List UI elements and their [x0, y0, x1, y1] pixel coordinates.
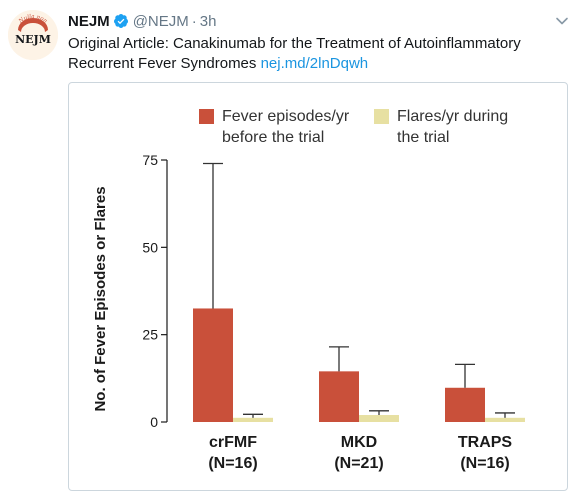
legend-swatch — [374, 109, 389, 124]
legend-label: Flares/yr during — [397, 108, 508, 125]
media-card[interactable]: Fever episodes/yr before the trial Flares/… — [68, 82, 568, 491]
y-tick-label: 75 — [142, 152, 158, 168]
chart-legend: Fever episodes/yr before the trial Flares/… — [199, 108, 508, 146]
x-category-n: (N=16) — [208, 455, 257, 472]
bar — [233, 417, 273, 422]
chart-bars — [193, 162, 525, 422]
nejm-seal-ribbon — [18, 18, 48, 32]
y-axis: 0 25 50 75 — [142, 152, 168, 430]
chevron-down-icon[interactable] — [554, 13, 570, 29]
y-tick-label: 0 — [150, 414, 158, 430]
nejm-logo-text: NEJM — [15, 33, 51, 46]
nejm-seal-ring-text: Nulla non — [17, 14, 48, 25]
bar — [445, 387, 485, 422]
bar — [485, 417, 525, 422]
legend-label: Fever episodes/yr — [222, 108, 350, 125]
x-category-n: (N=21) — [334, 455, 383, 472]
tweet-link[interactable]: nej.md/2lnDqwh — [260, 55, 369, 72]
header-separator: · — [191, 12, 197, 30]
author-handle[interactable]: @NEJM — [132, 12, 189, 30]
bar-chart: Fever episodes/yr before the trial Flares/… — [92, 108, 525, 472]
x-category-label: MKD — [341, 434, 377, 451]
tweet-body: Original Article: Canakinumab for the Tr… — [68, 35, 521, 72]
verified-badge-icon — [113, 14, 128, 28]
x-category-label: TRAPS — [458, 434, 513, 451]
x-axis-labels: crFMF (N=16) MKD (N=21) TRAPS (N=16) — [208, 434, 512, 472]
y-axis-title: No. of Fever Episodes or Flares — [92, 186, 109, 411]
tweet-header: NEJM @NEJM · 3h — [68, 10, 216, 32]
nejm-avatar[interactable]: Nulla non NEJM — [8, 10, 58, 60]
bar — [319, 371, 359, 422]
y-tick-label: 25 — [142, 327, 158, 343]
tweet-timestamp[interactable]: 3h — [199, 12, 217, 30]
tweet-text: Original Article: Canakinumab for the Tr… — [68, 34, 568, 74]
bar — [193, 308, 233, 422]
x-category-label: crFMF — [209, 434, 257, 451]
legend-label: before the trial — [222, 129, 324, 146]
y-tick-label: 50 — [142, 239, 158, 255]
legend-label: the trial — [397, 129, 449, 146]
legend-swatch — [199, 109, 214, 124]
x-category-n: (N=16) — [460, 455, 509, 472]
bar — [359, 415, 399, 422]
author-name[interactable]: NEJM — [68, 12, 110, 30]
